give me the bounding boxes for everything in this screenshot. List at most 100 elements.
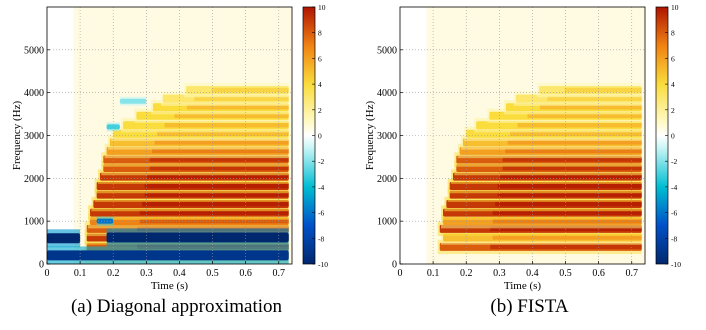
- negative-band: [106, 232, 289, 243]
- harmonic-core: [497, 183, 642, 189]
- x-tick-label: 0.7: [273, 268, 286, 279]
- negative-band: [119, 98, 147, 104]
- harmonic-core: [517, 122, 642, 128]
- x-tick-label: 0.4: [526, 268, 539, 279]
- colorbar-tick-label: 10: [318, 3, 326, 12]
- x-tick-label: 0.6: [239, 268, 252, 279]
- harmonic-core: [495, 201, 642, 207]
- spectrogram-chart-diagonal: 0 0.1 0.2 0.3 0.4 0.5 0.6 0.7 0 1000 2000 3000 4000 5…: [11, 3, 328, 292]
- y-tick-label: 4000: [377, 88, 397, 99]
- harmonic-core: [157, 131, 289, 137]
- harmonic-core: [505, 148, 642, 154]
- caption-diagonal-approximation: (a) Diagonal approximation: [70, 296, 283, 317]
- y-tick-label: 1000: [24, 217, 44, 228]
- harmonic-core: [510, 131, 642, 137]
- y-tick-label: 3000: [377, 131, 397, 142]
- x-tick-label: 0.1: [427, 268, 440, 279]
- colorbar-tick-label: 8: [671, 29, 675, 38]
- x-tick-label: 0.4: [173, 268, 186, 279]
- y-tick-label: 1000: [377, 217, 397, 228]
- harmonic-core: [194, 96, 289, 101]
- harmonic-core: [490, 244, 642, 250]
- colorbar-tick-label: 4: [318, 80, 322, 89]
- harmonic-core: [539, 104, 642, 110]
- y-tick-label: 3000: [24, 131, 44, 142]
- harmonic-core: [152, 148, 289, 154]
- negative-band: [47, 250, 289, 261]
- panel-fista: 0 0.1 0.2 0.3 0.4 0.5 0.6 0.7 0 1000 2000 3000 4000 5…: [353, 0, 706, 330]
- y-tick-label: 0: [39, 260, 44, 271]
- colorbar-tick-label: -4: [671, 183, 677, 192]
- harmonic-core: [174, 113, 289, 119]
- colorbar-tick-label: -10: [671, 260, 681, 269]
- harmonic-core: [149, 157, 289, 162]
- x-tick-label: 0.2: [107, 268, 120, 279]
- harmonic-core: [492, 235, 642, 240]
- x-tick-label: 0: [45, 268, 50, 279]
- x-axis-label: Time (s): [504, 280, 542, 292]
- harmonic-core: [507, 140, 642, 145]
- colorbar-tick-label: -10: [318, 260, 328, 269]
- colorbar-tick-label: -2: [671, 157, 677, 166]
- spectrogram-chart-fista: 0 0.1 0.2 0.3 0.4 0.5 0.6 0.7 0 1000 2000 3000 4000 5…: [364, 3, 681, 292]
- x-tick-label: 0.3: [493, 268, 506, 279]
- x-tick-label: 0.1: [74, 268, 87, 279]
- harmonic-core: [492, 210, 642, 215]
- harmonic-core: [186, 104, 289, 110]
- harmonic-core: [154, 140, 289, 145]
- harmonic-core: [497, 192, 642, 197]
- colorbar-tick-label: -4: [318, 183, 324, 192]
- harmonic-core: [500, 174, 642, 179]
- y-axis-label: Frequency (Hz): [11, 101, 23, 171]
- harmonic-core: [492, 218, 642, 224]
- colorbar-tick-label: -2: [318, 157, 324, 166]
- y-tick-label: 2000: [24, 174, 44, 185]
- colorbar-tick-label: 6: [671, 54, 675, 63]
- harmonic-core: [527, 113, 642, 119]
- colorbar-tick-label: -6: [671, 209, 677, 218]
- x-tick-label: 0.7: [626, 268, 639, 279]
- harmonic-core: [490, 226, 642, 232]
- spectrogram-bands: [47, 82, 289, 264]
- harmonic-core: [142, 201, 289, 207]
- harmonic-core: [147, 174, 289, 179]
- harmonic-core: [149, 165, 289, 171]
- harmonic-core: [139, 210, 289, 215]
- colorbar-tick-label: 4: [671, 80, 675, 89]
- negative-band: [106, 124, 120, 130]
- x-axis-label: Time (s): [151, 280, 189, 292]
- grid-lines: [47, 7, 292, 264]
- caption-fista: (b) FISTA: [490, 296, 569, 317]
- x-tick-label: 0: [398, 268, 403, 279]
- colorbar-tick-label: 2: [318, 106, 322, 115]
- colorbar-tick-label: 10: [671, 3, 679, 12]
- colorbar-tick-label: -6: [318, 209, 324, 218]
- x-tick-label: 0.2: [460, 268, 473, 279]
- harmonic-core: [502, 157, 642, 162]
- y-tick-label: 5000: [377, 45, 397, 56]
- y-axis-label: Frequency (Hz): [364, 101, 376, 171]
- colorbar-tick-label: 2: [671, 106, 675, 115]
- spectrogram-bands: [437, 82, 642, 255]
- harmonic-core: [164, 122, 289, 128]
- x-tick-label: 0.5: [559, 268, 572, 279]
- colorbar-tick-label: 0: [318, 132, 322, 141]
- colorbar-tick-label: 6: [318, 54, 322, 63]
- negative-band: [47, 233, 81, 244]
- y-tick-label: 4000: [24, 88, 44, 99]
- x-tick-label: 0.5: [206, 268, 219, 279]
- harmonic-core: [144, 183, 289, 189]
- harmonic-core: [564, 87, 642, 93]
- harmonic-core: [502, 165, 642, 171]
- y-tick-label: 2000: [377, 174, 397, 185]
- harmonic-core: [139, 218, 289, 224]
- colorbar-tick-label: -8: [318, 234, 324, 243]
- x-tick-label: 0.3: [140, 268, 153, 279]
- colorbar-tick-label: 0: [671, 132, 675, 141]
- harmonic-core: [211, 87, 289, 93]
- x-tick-label: 0.6: [592, 268, 605, 279]
- colorbar-tick-label: 8: [318, 29, 322, 38]
- y-tick-label: 0: [392, 260, 397, 271]
- panel-diagonal-approximation: 0 0.1 0.2 0.3 0.4 0.5 0.6 0.7 0 1000 2000 3000 4000 5…: [11, 3, 328, 317]
- grid-lines: [400, 7, 645, 264]
